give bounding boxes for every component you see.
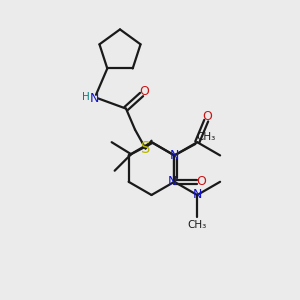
Text: N: N [168, 175, 178, 188]
Text: N: N [193, 188, 202, 202]
Text: S: S [141, 141, 150, 156]
Text: N: N [90, 92, 99, 105]
Text: O: O [196, 175, 206, 188]
Text: CH₃: CH₃ [188, 220, 207, 230]
Text: N: N [170, 149, 179, 162]
Text: H: H [82, 92, 90, 102]
Text: O: O [139, 85, 149, 98]
Text: CH₃: CH₃ [197, 132, 216, 142]
Text: O: O [202, 110, 212, 123]
